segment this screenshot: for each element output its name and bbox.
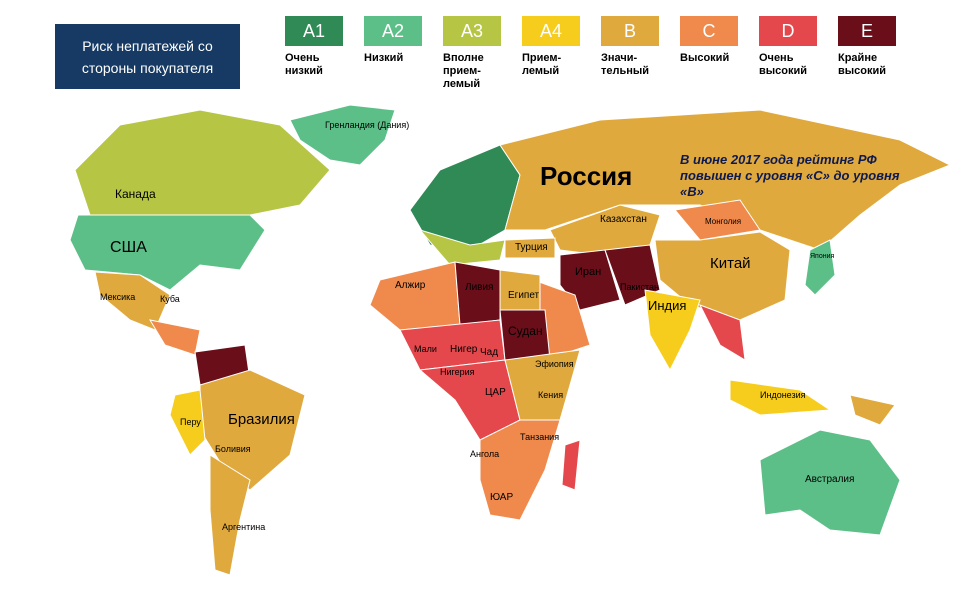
legend-swatch: A4 <box>522 16 580 46</box>
country-label-indonesia: Индонезия <box>760 390 806 400</box>
country-label-tanzania: Танзания <box>520 432 559 442</box>
region-mexico <box>94 271 171 331</box>
region-argentina <box>209 454 251 576</box>
country-label-greenland: Гренландия (Дания) <box>325 120 409 130</box>
country-label-mongolia: Монголия <box>705 217 741 226</box>
country-label-libya: Ливия <box>465 282 493 293</box>
country-label-niger: Нигер <box>450 344 478 355</box>
country-label-japan: Япония <box>810 253 835 260</box>
country-label-pakistan: Пакистан <box>620 282 659 292</box>
region-peru <box>169 389 206 456</box>
legend-item-e: E Крайне высокий <box>838 16 896 78</box>
legend-label: Высокий <box>680 52 730 64</box>
region-india <box>644 289 701 372</box>
country-label-usa: США <box>110 239 147 256</box>
country-label-russia: Россия <box>540 161 632 191</box>
region-japan <box>804 239 836 296</box>
country-label-china: Китай <box>710 255 751 272</box>
legend-label: Очень высокий <box>759 52 808 77</box>
country-label-brazil: Бразилия <box>228 411 295 428</box>
rating-annotation: В июне 2017 года рейтинг РФ повышен с ур… <box>680 152 900 199</box>
country-label-sa: ЮАР <box>490 492 513 503</box>
legend-swatch: A1 <box>285 16 343 46</box>
legend-swatch: A3 <box>443 16 501 46</box>
legend-swatch: D <box>759 16 817 46</box>
region-greenland <box>289 104 396 166</box>
country-label-angola: Ангола <box>470 449 499 459</box>
legend-label: Очень низкий <box>285 52 323 77</box>
region-southern-africa <box>479 419 561 521</box>
country-label-egypt: Египет <box>508 290 540 301</box>
country-label-iran: Иран <box>575 266 601 278</box>
region-central-america <box>148 319 201 356</box>
region-se-asia <box>698 304 746 361</box>
legend-label: Низкий <box>364 52 404 64</box>
country-label-india: Индия <box>648 298 686 313</box>
region-canada <box>74 109 331 216</box>
region-turkey <box>504 237 556 259</box>
country-label-sudan: Судан <box>508 324 543 338</box>
legend-label: Прием-лемый <box>522 52 562 77</box>
country-label-peru: Перу <box>180 417 201 427</box>
region-south-europe <box>418 229 506 266</box>
legend-label: Крайне высокий <box>838 52 887 77</box>
country-label-australia: Австралия <box>805 474 854 485</box>
country-label-turkey: Турция <box>515 242 548 253</box>
legend-swatch: E <box>838 16 896 46</box>
region-usa <box>69 214 266 291</box>
legend-item-a1: A1 Очень низкий <box>285 16 343 78</box>
legend-item-c: C Высокий <box>680 16 738 65</box>
country-label-mexico: Мексика <box>100 292 135 302</box>
country-label-bolivia: Боливия <box>215 444 251 454</box>
legend-label: Значи-тельный <box>601 52 650 77</box>
legend-swatch: A2 <box>364 16 422 46</box>
country-label-car: ЦАР <box>485 387 506 398</box>
region-indonesia <box>729 379 832 416</box>
region-mongolia <box>674 199 761 241</box>
legend-item-a4: A4 Прием-лемый <box>522 16 580 78</box>
region-north-africa-west <box>369 261 461 331</box>
country-label-canada: Канада <box>115 187 156 201</box>
legend-item-b: B Значи-тельный <box>601 16 659 78</box>
legend-swatch: B <box>601 16 659 46</box>
country-label-kazakhstan: Казахстан <box>600 214 647 225</box>
legend-label: Вполне прием-лемый <box>443 52 484 90</box>
country-label-mali: Мали <box>414 344 437 354</box>
legend-title: Риск неплатежей со стороны покупателя <box>55 24 240 89</box>
legend-item-a2: A2 Низкий <box>364 16 422 65</box>
country-label-kenya: Кения <box>538 390 563 400</box>
country-label-cuba: Куба <box>160 294 180 304</box>
legend-swatch: C <box>680 16 738 46</box>
legend-item-d: D Очень высокий <box>759 16 817 78</box>
legend-item-a3: A3 Вполне прием-лемый <box>443 16 501 91</box>
country-label-algeria: Алжир <box>395 280 426 291</box>
country-label-chad: Чад <box>480 347 498 358</box>
country-label-ethiopia: Эфиопия <box>535 359 574 369</box>
region-png <box>849 394 896 426</box>
region-australia <box>759 429 901 536</box>
country-label-nigeria: Нигерия <box>440 367 475 377</box>
region-libya <box>454 261 501 326</box>
region-madagascar <box>561 439 581 491</box>
country-label-argentina: Аргентина <box>222 522 265 532</box>
